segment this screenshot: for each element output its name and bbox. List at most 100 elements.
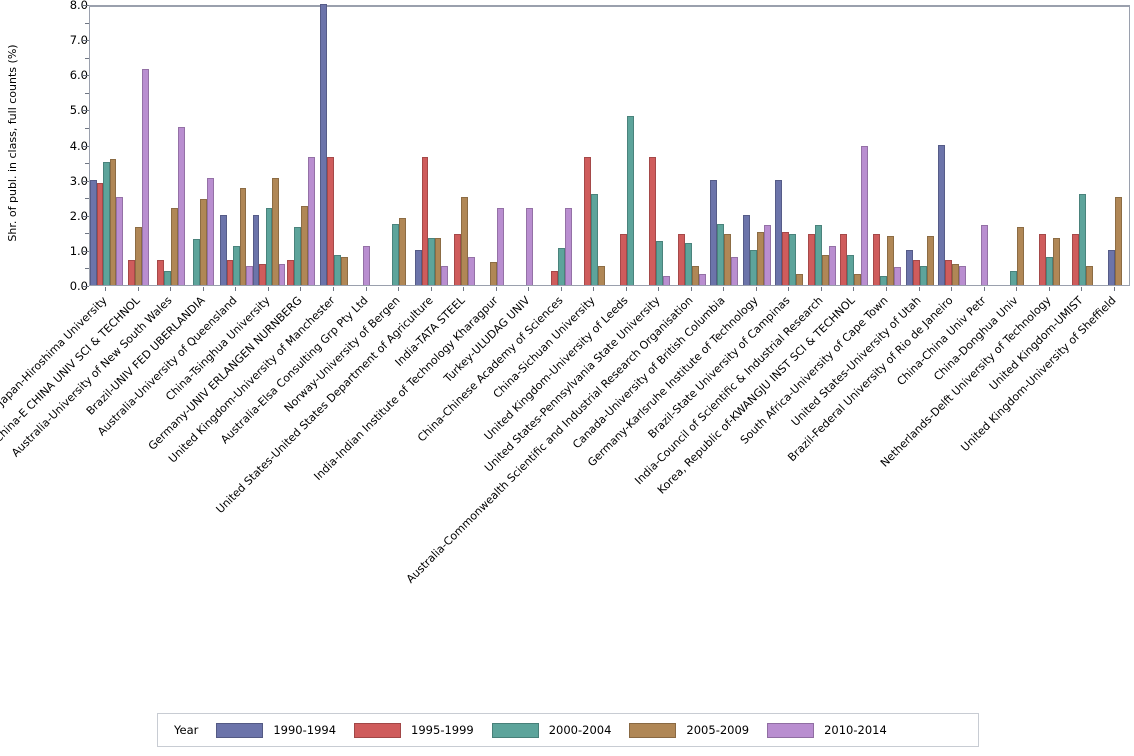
x-tick-label: United Kingdom-University of Sheffield [958, 293, 1119, 455]
x-tick-mark [560, 287, 562, 291]
bar [340, 256, 348, 285]
x-tick-label: India-TATA STEEL [392, 293, 468, 369]
legend-label: 1990-1994 [273, 723, 337, 737]
bar-group [220, 7, 253, 285]
bar-group [1098, 7, 1131, 285]
x-tick-label: Turkey-ULUDAG UNIV [441, 293, 533, 386]
bar [109, 158, 117, 285]
bar [938, 144, 946, 285]
bar [905, 249, 913, 285]
legend-entry[interactable]: 1995-1999 [354, 722, 474, 738]
legend-swatch [767, 722, 815, 738]
bar [460, 197, 468, 285]
bar [489, 262, 497, 285]
bar [1046, 256, 1054, 285]
bar [128, 260, 136, 285]
y-tick-label: 0.0 [69, 279, 88, 293]
bar-group [903, 7, 936, 285]
x-tick-label: South Africa-University of Cape Town [737, 293, 891, 447]
bar [496, 207, 504, 285]
bar-group [741, 7, 774, 285]
x-tick-mark [528, 287, 530, 291]
x-tick-mark [625, 287, 627, 291]
bar [193, 239, 201, 285]
x-tick-mark [658, 287, 660, 291]
legend-entry[interactable]: 2005-2009 [629, 722, 749, 738]
bar [945, 260, 953, 285]
x-tick-label: United Kingdom-UMIST [986, 293, 1086, 393]
bar-group [155, 7, 188, 285]
x-tick-mark [690, 287, 692, 291]
bar-group [188, 7, 221, 285]
bar-group [350, 7, 383, 285]
bar [135, 227, 143, 285]
bar [887, 235, 895, 285]
x-tick-label: China-Chinese Academy of Sciences [414, 293, 566, 445]
legend-entry[interactable]: 2000-2004 [491, 722, 611, 738]
x-tick-label: India-Council of Scientific & Industrial… [632, 293, 826, 488]
bar [597, 265, 605, 285]
bar-groups [90, 4, 1131, 285]
x-tick-mark [398, 287, 400, 291]
x-tick-label: Germany-Karlsruhe Institute of Technolog… [585, 293, 761, 470]
bar-group [871, 7, 904, 285]
bar [96, 183, 104, 285]
y-tick-label: 8.0 [69, 0, 88, 12]
y-tick-mark [82, 75, 89, 77]
bar [246, 265, 253, 285]
x-tick-mark [332, 287, 334, 291]
bar [1078, 193, 1086, 285]
bar [558, 248, 566, 285]
bar-group [676, 7, 709, 285]
bar [847, 255, 855, 285]
bar [319, 4, 327, 285]
bar [453, 234, 461, 285]
bar [626, 116, 634, 285]
x-tick-label: Australia-Elsa Consulting Grp Pty Ltd [217, 293, 371, 447]
x-tick-mark [593, 287, 595, 291]
x-tick-label: United Kingdom-University of Manchester [165, 293, 338, 466]
bar [200, 198, 208, 285]
legend-entry[interactable]: 1990-1994 [216, 722, 337, 738]
y-minor-tick-mark [85, 22, 89, 24]
bar [710, 179, 718, 285]
bar [952, 263, 960, 285]
bar [90, 179, 97, 285]
bar [782, 232, 790, 285]
x-tick-mark [365, 287, 367, 291]
bar [583, 156, 591, 285]
legend-swatch [216, 722, 264, 738]
y-tick-mark [82, 215, 89, 217]
bar [873, 234, 881, 285]
bar [959, 265, 967, 285]
legend-swatch [354, 722, 402, 738]
bar [333, 255, 341, 285]
bar [828, 246, 836, 285]
x-tick-mark [820, 287, 822, 291]
x-tick-mark [853, 287, 855, 291]
x-tick-label: Brazil-Federal University of Rio de Jane… [785, 293, 956, 465]
x-tick-mark [202, 287, 204, 291]
bar-group [936, 7, 969, 285]
x-tick-label: Germany-UNIV ERLANGEN NURNBERG [146, 293, 306, 453]
legend: Year 1990-1994 1995-1999 2000-2004 2005-200… [157, 713, 979, 747]
bar-group [448, 7, 481, 285]
bar [116, 197, 123, 285]
y-tick-mark [82, 40, 89, 42]
x-tick-label: United States-University of Utah [788, 293, 924, 429]
legend-entry[interactable]: 2010-2014 [767, 722, 887, 738]
bar [796, 274, 804, 285]
bar [724, 234, 732, 285]
bar [278, 263, 286, 285]
bar [912, 260, 920, 285]
bar [619, 234, 627, 285]
bar [441, 265, 448, 285]
y-tick-mark [82, 145, 89, 147]
x-tick-label: Japan-Hiroshima University [0, 293, 110, 409]
x-tick-mark [105, 287, 107, 291]
x-tick-label: United States-Pennsylvania State Univers… [482, 293, 663, 475]
bar [840, 234, 848, 285]
bar [428, 237, 435, 285]
bar [171, 207, 179, 285]
x-tick-mark [1113, 287, 1115, 291]
